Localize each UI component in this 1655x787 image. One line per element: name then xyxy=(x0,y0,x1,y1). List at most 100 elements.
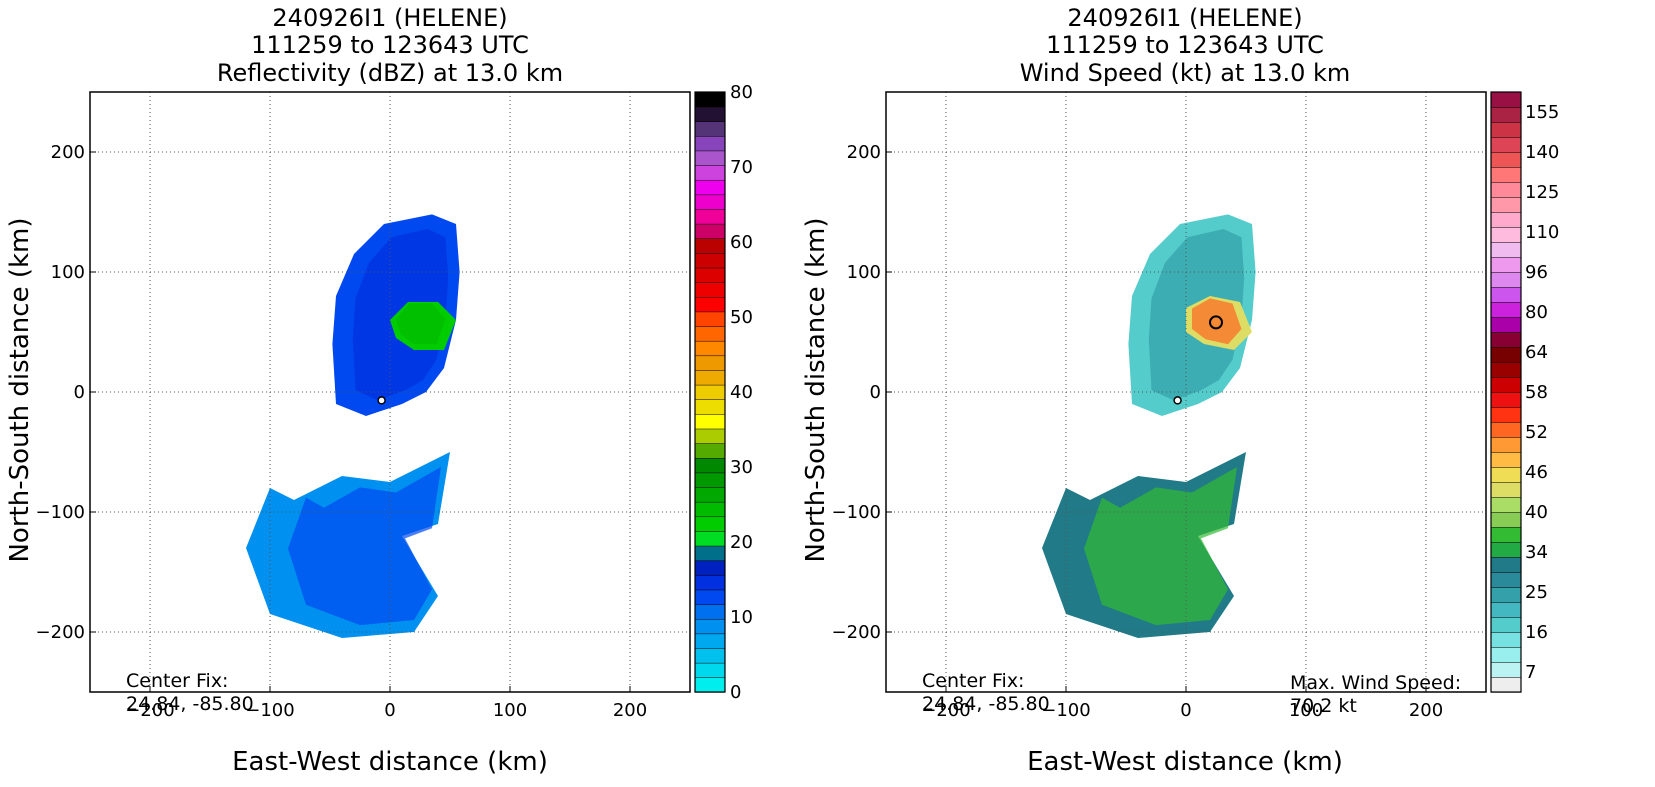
panel1-x-ticks: −200 −100 0 100 200 xyxy=(125,686,647,721)
x-tick-label: −100 xyxy=(1041,700,1090,721)
colorbar-segment xyxy=(694,164,726,181)
panel2-title-line3: Wind Speed (kt) at 13.0 km xyxy=(1020,59,1351,87)
colorbar-segment xyxy=(694,267,726,283)
colorbar-segment xyxy=(1490,511,1522,528)
panel2-max-wind-value: 70.2 kt xyxy=(1290,695,1357,717)
y-tick-label: −100 xyxy=(832,502,881,523)
colorbar-segment xyxy=(1490,571,1522,588)
colorbar-segment xyxy=(1490,451,1522,468)
echo-region-inner-1 xyxy=(396,303,446,345)
colorbar-segment xyxy=(1490,541,1522,558)
panel1-title-line2: 111259 to 123643 UTC xyxy=(251,31,529,59)
colorbar-tick-label: 60 xyxy=(730,232,753,253)
colorbar-segment xyxy=(1490,166,1522,183)
colorbar-segment xyxy=(1490,481,1522,498)
colorbar-segment xyxy=(1490,181,1522,198)
colorbar-segment xyxy=(1490,646,1522,663)
colorbar-segment xyxy=(1490,316,1522,333)
colorbar-tick-label: 25 xyxy=(1525,582,1548,603)
colorbar-segment xyxy=(1490,196,1522,213)
colorbar-segment xyxy=(1490,361,1522,378)
colorbar-segment xyxy=(694,472,726,488)
panel2-max-wind-label: Max. Wind Speed: xyxy=(1290,672,1461,694)
x-tick-label: 100 xyxy=(493,700,527,721)
colorbar-segment xyxy=(694,194,726,210)
y-tick-label: −200 xyxy=(832,622,881,643)
colorbar-segment xyxy=(694,442,726,459)
colorbar-segment xyxy=(694,355,726,371)
colorbar-segment xyxy=(1490,631,1522,648)
colorbar-segment xyxy=(1490,106,1522,123)
colorbar-tick-label: 58 xyxy=(1525,382,1548,403)
colorbar-segment xyxy=(1490,301,1522,318)
panel2-title-line2: 111259 to 123643 UTC xyxy=(1046,31,1324,59)
colorbar-tick-label: 7 xyxy=(1525,662,1536,683)
colorbar-segment xyxy=(1490,286,1522,303)
colorbar-segment xyxy=(1490,661,1522,678)
colorbar-segment xyxy=(1490,586,1522,603)
colorbar-segment xyxy=(1490,676,1522,693)
y-tick-label: −200 xyxy=(36,622,85,643)
colorbar-segment xyxy=(1490,421,1522,438)
colorbar-tick-label: 96 xyxy=(1525,262,1548,283)
panel2-center-fix-label: Center Fix: xyxy=(922,670,1024,692)
colorbar-segment xyxy=(694,413,726,430)
colorbar-segment xyxy=(1490,151,1522,168)
panel1-title-line3: Reflectivity (dBZ) at 13.0 km xyxy=(217,59,563,87)
colorbar-tick-label: 40 xyxy=(1525,502,1548,523)
colorbar-segment xyxy=(694,135,726,152)
colorbar-segment xyxy=(1490,526,1522,543)
panel1-center-fix-value: 24.84, -85.80 xyxy=(126,693,254,715)
colorbar-segment xyxy=(1490,556,1522,573)
colorbar-segment xyxy=(694,369,726,386)
storm-center-marker xyxy=(1173,396,1182,405)
colorbar-segment xyxy=(694,238,726,254)
panel2-y-axis-label: North-South distance (km) xyxy=(801,217,831,562)
colorbar-segment xyxy=(694,106,726,122)
colorbar-tick-label: 80 xyxy=(1525,302,1548,323)
colorbar-tick-label: 16 xyxy=(1525,622,1548,643)
colorbar-segment xyxy=(694,325,726,342)
y-tick-label: 200 xyxy=(51,142,85,163)
panel1-x-axis-label: East-West distance (km) xyxy=(232,747,548,777)
y-tick-label: 200 xyxy=(847,142,881,163)
x-tick-label: −200 xyxy=(125,700,174,721)
colorbar-segment xyxy=(1490,406,1522,423)
max-wind-marker xyxy=(1209,315,1223,330)
colorbar-segment xyxy=(1490,436,1522,453)
colorbar-segment xyxy=(694,501,726,518)
colorbar-segment xyxy=(1490,211,1522,228)
panel2-plot-area xyxy=(885,91,1487,693)
colorbar-segment xyxy=(694,647,726,664)
x-tick-label: −100 xyxy=(245,700,294,721)
colorbar-tick-label: 34 xyxy=(1525,542,1548,563)
colorbar-segment xyxy=(694,677,726,693)
colorbar-tick-label: 70 xyxy=(730,157,753,178)
colorbar-tick-label: 46 xyxy=(1525,462,1548,483)
storm-center-marker xyxy=(377,396,386,405)
panel2-y-ticks: 200 100 0 −100 −200 xyxy=(832,142,892,643)
panel1-colorbar: 0 10 20 30 40 50 60 70 80 xyxy=(694,82,753,703)
colorbar-segment xyxy=(694,574,726,591)
colorbar-tick-label: 30 xyxy=(730,457,753,478)
colorbar-segment xyxy=(1490,496,1522,513)
colorbar-segment xyxy=(694,340,726,357)
colorbar-segment xyxy=(694,603,726,620)
colorbar-segment xyxy=(694,428,726,444)
panel2-title-line1: 240926I1 (HELENE) xyxy=(1067,4,1302,32)
colorbar-segment xyxy=(694,311,726,327)
colorbar-segment xyxy=(694,516,726,532)
colorbar-segment xyxy=(694,384,726,400)
colorbar-segment xyxy=(1490,241,1522,258)
colorbar-segment xyxy=(1490,376,1522,393)
y-tick-label: 0 xyxy=(74,382,85,403)
colorbar-segment xyxy=(1490,226,1522,243)
x-tick-label: −200 xyxy=(921,700,970,721)
colorbar-segment xyxy=(1490,136,1522,153)
panel1-y-ticks: 200 100 0 −100 −200 xyxy=(36,142,96,643)
panel1-center-fix-label: Center Fix: xyxy=(126,670,228,692)
colorbar-segment xyxy=(1490,91,1522,108)
colorbar-segment xyxy=(1490,601,1522,618)
panel1-plot-area xyxy=(89,91,691,693)
